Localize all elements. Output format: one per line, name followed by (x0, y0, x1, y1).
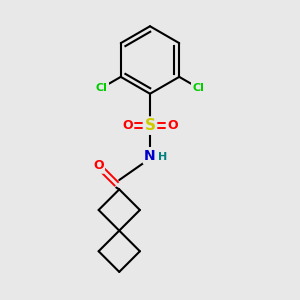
Text: S: S (145, 118, 155, 133)
Text: Cl: Cl (96, 83, 108, 93)
Text: H: H (158, 152, 167, 162)
Text: N: N (144, 148, 156, 163)
Text: O: O (167, 119, 178, 132)
Text: Cl: Cl (192, 83, 204, 93)
Text: O: O (122, 119, 133, 132)
Text: O: O (93, 159, 104, 172)
